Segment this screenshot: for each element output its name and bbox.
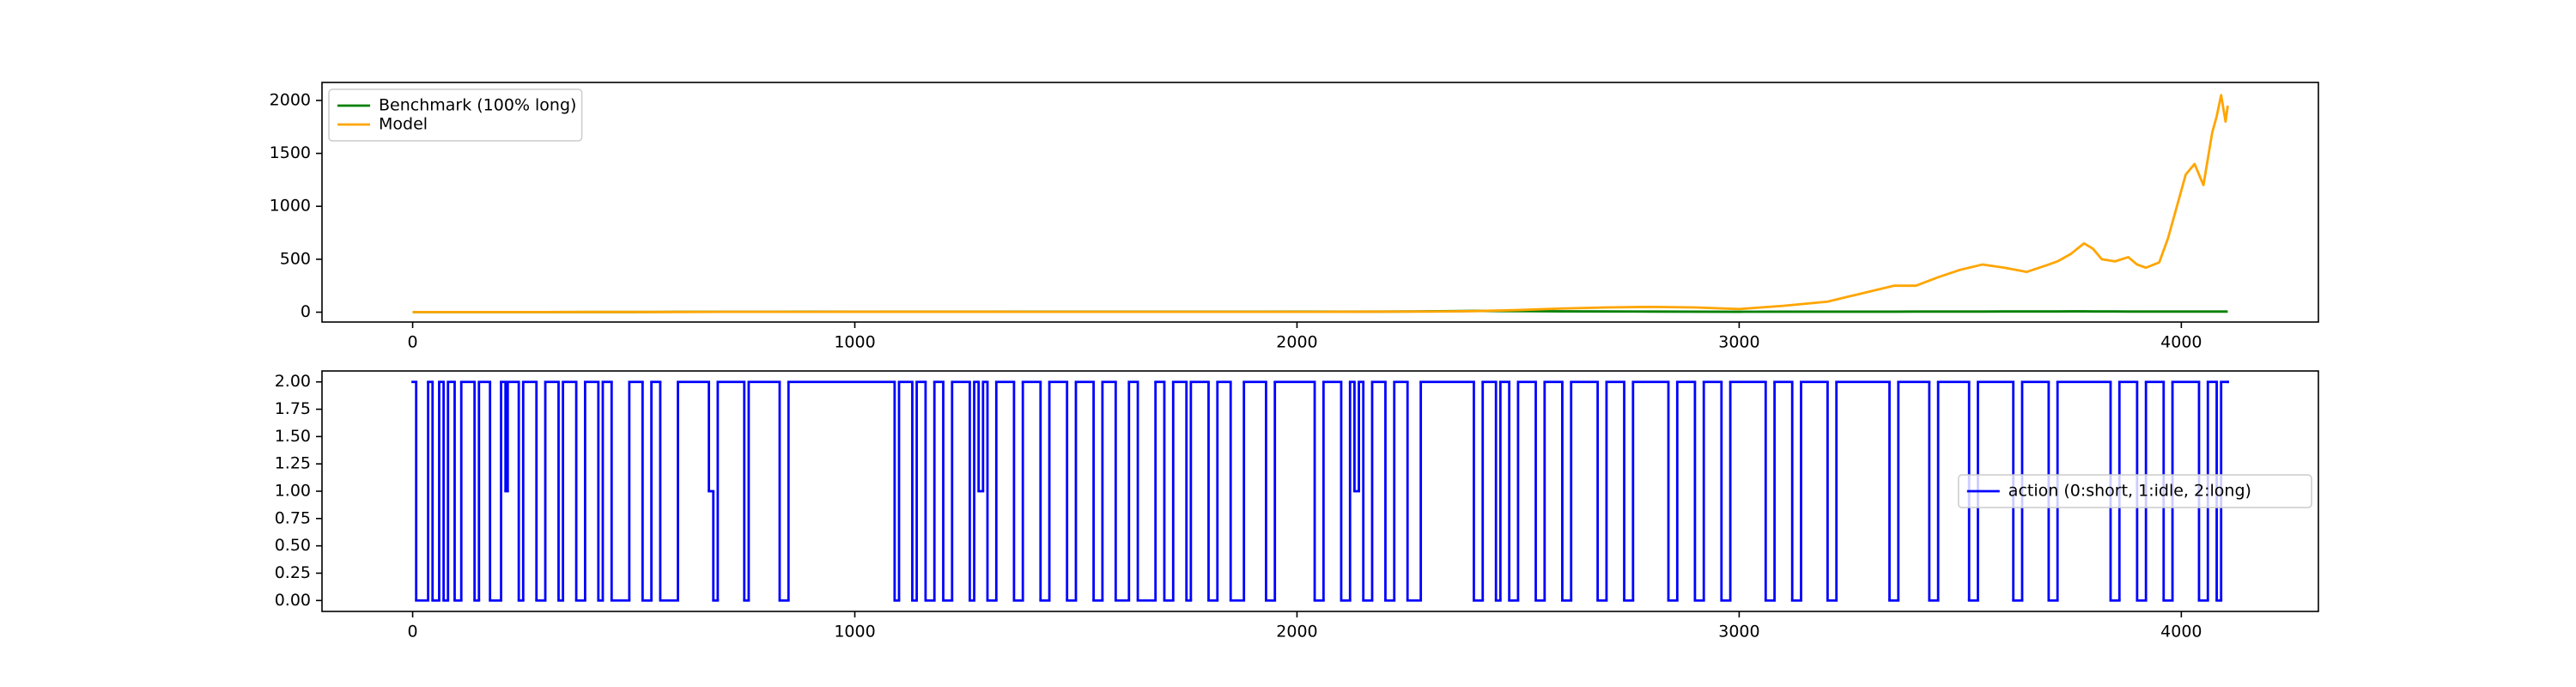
legend-label: Benchmark (100% long) [379,96,576,115]
series-line [412,94,2229,313]
x-tick-label: 0 [408,623,418,641]
legend: Benchmark (100% long)Model [328,88,583,142]
x-tick-label: 1000 [834,623,875,641]
y-tick-label: 1.25 [275,454,311,473]
plot-frame [321,82,2319,323]
y-tick-label: 0.25 [275,563,311,582]
y-tick-label: 1000 [270,197,311,216]
legend-label: action (0:short, 1:idle, 2:long) [2008,482,2251,501]
y-tick-label: 0.00 [275,591,311,610]
y-tick-label: 0.50 [275,536,311,555]
y-tick-label: 1500 [270,143,311,162]
y-tick-label: 500 [280,249,311,268]
plot-area [412,94,2229,313]
y-tick-label: 2.00 [275,372,311,391]
x-tick-label: 3000 [1718,333,1759,352]
axes: 0 1000 2000 3000 4000 0.00 0.25 0.50 0.75 1.00 1.2… [275,370,2319,641]
x-tick-label: 2000 [1276,623,1317,641]
x-tick-label: 0 [408,333,418,352]
axes: 0 1000 2000 3000 4000 0 500 1000 1500 2000 [270,82,2319,352]
x-tick-label: 3000 [1718,623,1759,641]
y-tick-label: 1.50 [275,427,311,446]
y-tick-label: 0.75 [275,508,311,527]
legend-box [1958,474,2312,508]
legend: action (0:short, 1:idle, 2:long) [1958,474,2312,508]
y-tick-label: 2000 [270,90,311,109]
legend-label: Model [379,115,428,134]
legend-box [328,88,583,142]
x-tick-label: 2000 [1276,333,1317,352]
y-tick-label: 1.00 [275,482,311,501]
x-tick-label: 4000 [2160,623,2202,641]
x-tick-label: 1000 [834,333,875,352]
y-tick-label: 0 [301,302,311,321]
y-tick-label: 1.75 [275,399,311,418]
x-tick-label: 4000 [2160,333,2202,352]
plot-area [411,380,2229,602]
